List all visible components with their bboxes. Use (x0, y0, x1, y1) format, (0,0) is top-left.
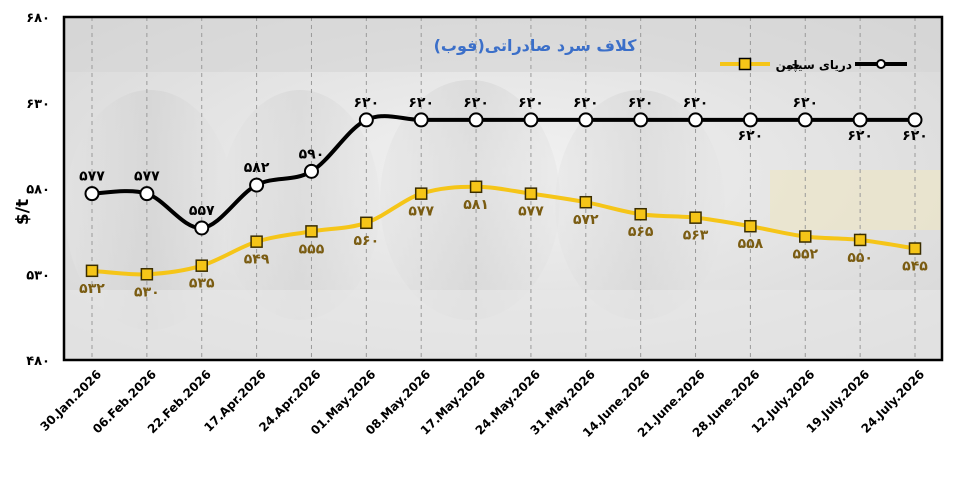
x-axis-ticks: 30.Jan.202606.Feb.202622.Feb.202617.Apr.… (37, 367, 927, 440)
y-tick-label: ۶۳۰ (26, 97, 50, 112)
data-point-china (799, 230, 812, 243)
data-label-china: ۵۶۰ (354, 233, 380, 249)
data-label-black-sea: ۶۲۰ (408, 95, 434, 111)
data-point-china (689, 211, 702, 224)
data-label-black-sea: ۵۸۲ (244, 160, 270, 176)
data-label-black-sea: ۵۷۷ (79, 169, 105, 185)
data-point-china (360, 216, 373, 230)
data-label-black-sea: ۶۲۰ (683, 95, 709, 111)
legend-marker-china (738, 57, 752, 71)
data-point-china (140, 268, 154, 281)
data-label-black-sea: ۶۲۰ (847, 128, 873, 144)
data-point-black-sea (742, 112, 758, 128)
data-point-black-sea (84, 186, 100, 202)
series-line-china (91, 184, 916, 277)
data-labels: ۵۷۷ ۵۷۷ ۵۵۷ ۵۸۲ ۵۹۰ ۶۲۰ ۶۲۰ ۶۲۰ ۶۲۰ ۶۲۰ ۶۲۰ ۶۲۰ ۶۲۰ ۶… (79, 95, 928, 300)
data-point-black-sea (578, 112, 594, 128)
data-label-black-sea: ۶۲۰ (573, 95, 599, 111)
data-point-china (744, 219, 757, 233)
data-point-black-sea (852, 112, 868, 128)
data-label-china: ۵۶۵ (628, 224, 654, 240)
data-point-china (908, 242, 922, 255)
data-point-black-sea (688, 112, 704, 128)
data-label-black-sea: ۶۲۰ (628, 95, 654, 111)
data-label-china: ۵۷۷ (518, 204, 544, 220)
data-label-china: ۵۷۷ (408, 204, 434, 220)
data-label-china: ۵۳۵ (189, 276, 215, 292)
data-point-china (250, 235, 263, 248)
legend-label-china: چین (776, 58, 800, 72)
data-label-china: ۵۴۵ (902, 259, 928, 275)
series-line-black-sea (91, 114, 915, 230)
y-tick-label: ۵۸۰ (26, 183, 50, 198)
data-label-china: ۵۳۲ (79, 281, 105, 297)
data-label-black-sea: ۶۲۰ (902, 128, 928, 144)
data-label-china: ۵۵۲ (792, 247, 818, 263)
y-tick-label: ۶۸۰ (26, 11, 50, 26)
data-point-china (634, 207, 647, 221)
plot-frame (62, 15, 944, 362)
data-point-china (579, 195, 593, 209)
data-label-china: ۵۷۲ (573, 212, 599, 228)
data-point-black-sea (194, 220, 210, 236)
data-label-china: ۵۵۰ (847, 250, 873, 266)
data-label-black-sea: ۵۵۷ (189, 203, 215, 219)
data-point-china (195, 259, 208, 272)
legend-marker-black-sea (876, 59, 886, 69)
data-point-black-sea (907, 112, 923, 128)
chart-title: کلاف سرد صادراتی(فوب) (434, 36, 638, 55)
data-point-china (414, 187, 428, 200)
legend-label-black-sea: دریای سیاه (786, 58, 852, 72)
data-point-china (85, 264, 99, 278)
y-tick-label: ۴۸۰ (26, 354, 50, 369)
data-point-china (305, 225, 318, 238)
y-axis-label: $/t (13, 199, 33, 225)
data-point-black-sea (797, 112, 813, 128)
y-tick-label: ۵۳۰ (26, 268, 50, 283)
data-label-china: ۵۶۳ (683, 228, 709, 244)
data-label-black-sea: ۶۲۰ (792, 95, 818, 111)
data-point-black-sea (523, 112, 539, 128)
data-label-black-sea: ۶۲۰ (463, 95, 489, 111)
data-label-black-sea: ۶۲۰ (738, 128, 764, 144)
data-point-china (469, 180, 483, 194)
data-label-china: ۵۵۸ (738, 236, 764, 252)
data-point-black-sea (633, 112, 649, 128)
y-axis-ticks: ۴۸۰ ۵۳۰ ۵۸۰ ۶۳۰ ۶۸۰ (26, 11, 50, 369)
plot-series (84, 112, 923, 281)
plot-background (64, 17, 942, 360)
data-point-black-sea (249, 177, 265, 193)
data-point-china (524, 187, 538, 200)
data-label-black-sea: ۶۲۰ (354, 95, 380, 111)
data-point-black-sea (139, 186, 155, 202)
data-point-china (853, 233, 867, 247)
data-label-china: ۵۳۰ (134, 284, 160, 300)
data-point-black-sea (468, 112, 484, 128)
data-label-china: ۵۸۱ (463, 197, 489, 213)
data-label-black-sea: ۵۹۰ (299, 146, 325, 162)
data-label-china: ۵۴۹ (244, 252, 270, 268)
data-point-black-sea (413, 112, 429, 128)
data-label-black-sea: ۶۲۰ (518, 95, 544, 111)
data-point-black-sea (303, 163, 319, 179)
data-point-black-sea (358, 112, 374, 128)
legend: دریای سیاه چین (720, 57, 907, 72)
data-label-china: ۵۵۵ (299, 241, 325, 257)
data-label-black-sea: ۵۷۷ (134, 169, 160, 185)
